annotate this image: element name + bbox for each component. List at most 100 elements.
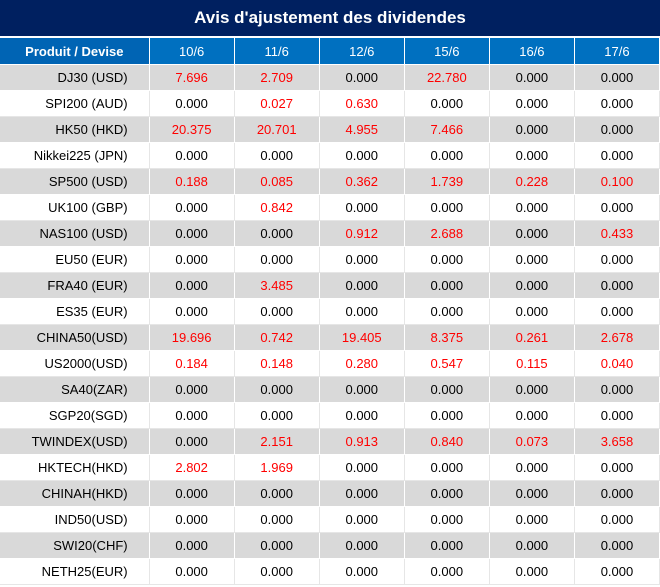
dividend-value-cell: 0.000 bbox=[234, 506, 320, 533]
table-row: NETH25(EUR) 0.000 0.000 0.000 0.000 0.000 0.00… bbox=[0, 558, 660, 585]
dividend-value-cell: 0.000 bbox=[574, 64, 660, 91]
product-label: Nikkei225 (JPN) bbox=[0, 142, 150, 169]
dividend-value-cell: 0.842 bbox=[234, 194, 320, 221]
product-label: CHINAH(HKD) bbox=[0, 480, 150, 507]
dividend-value-cell: 0.000 bbox=[404, 194, 490, 221]
dividend-value-cell: 0.000 bbox=[574, 532, 660, 559]
dividend-value-cell: 0.000 bbox=[489, 220, 575, 247]
dividend-value-cell: 0.000 bbox=[149, 194, 235, 221]
column-header-date: 16/6 bbox=[489, 38, 575, 65]
dividend-value-cell: 0.000 bbox=[574, 194, 660, 221]
dividend-value-cell: 0.840 bbox=[404, 428, 490, 455]
product-label: NETH25(EUR) bbox=[0, 558, 150, 585]
dividend-value-cell: 0.000 bbox=[319, 558, 405, 585]
dividend-value-cell: 0.000 bbox=[489, 246, 575, 273]
dividend-value-cell: 0.027 bbox=[234, 90, 320, 117]
dividend-value-cell: 0.630 bbox=[319, 90, 405, 117]
product-label: HK50 (HKD) bbox=[0, 116, 150, 143]
dividend-value-cell: 2.709 bbox=[234, 64, 320, 91]
dividend-value-cell: 0.000 bbox=[489, 64, 575, 91]
dividend-value-cell: 2.802 bbox=[149, 454, 235, 481]
dividend-value-cell: 0.913 bbox=[319, 428, 405, 455]
table-row: IND50(USD) 0.000 0.000 0.000 0.000 0.000 0.000 bbox=[0, 506, 660, 533]
product-label: DJ30 (USD) bbox=[0, 64, 150, 91]
dividend-value-cell: 0.000 bbox=[404, 480, 490, 507]
table-row: HKTECH(HKD) 2.802 1.969 0.000 0.000 0.000 0.00… bbox=[0, 454, 660, 481]
dividend-value-cell: 0.912 bbox=[319, 220, 405, 247]
dividend-value-cell: 0.115 bbox=[489, 350, 575, 377]
dividend-value-cell: 0.433 bbox=[574, 220, 660, 247]
product-label: SGP20(SGD) bbox=[0, 402, 150, 429]
table-row: SA40(ZAR) 0.000 0.000 0.000 0.000 0.000 0.000 bbox=[0, 376, 660, 403]
dividend-value-cell: 0.000 bbox=[489, 298, 575, 325]
table-row: CHINA50(USD) 19.696 0.742 19.405 8.375 0.261 2… bbox=[0, 324, 660, 351]
dividend-value-cell: 0.000 bbox=[319, 480, 405, 507]
dividend-value-cell: 0.000 bbox=[574, 454, 660, 481]
column-header-product: Produit / Devise bbox=[0, 38, 150, 65]
dividend-value-cell: 0.280 bbox=[319, 350, 405, 377]
dividend-value-cell: 0.000 bbox=[574, 506, 660, 533]
product-label: SA40(ZAR) bbox=[0, 376, 150, 403]
dividend-value-cell: 0.000 bbox=[404, 532, 490, 559]
dividend-value-cell: 0.000 bbox=[319, 298, 405, 325]
table-row: HK50 (HKD) 20.375 20.701 4.955 7.466 0.000 0.0… bbox=[0, 116, 660, 143]
dividend-value-cell: 0.000 bbox=[489, 272, 575, 299]
dividend-value-cell: 0.000 bbox=[489, 142, 575, 169]
dividend-value-cell: 0.040 bbox=[574, 350, 660, 377]
dividend-value-cell: 3.485 bbox=[234, 272, 320, 299]
dividend-value-cell: 0.000 bbox=[149, 272, 235, 299]
product-label: NAS100 (USD) bbox=[0, 220, 150, 247]
table-row: US2000(USD) 0.184 0.148 0.280 0.547 0.115 0.04… bbox=[0, 350, 660, 377]
dividend-value-cell: 0.000 bbox=[489, 376, 575, 403]
dividend-value-cell: 0.000 bbox=[404, 298, 490, 325]
dividend-value-cell: 0.000 bbox=[234, 298, 320, 325]
table-row: SWI20(CHF) 0.000 0.000 0.000 0.000 0.000 0.000 bbox=[0, 532, 660, 559]
dividend-value-cell: 0.000 bbox=[489, 532, 575, 559]
dividend-value-cell: 0.000 bbox=[234, 142, 320, 169]
column-header-date: 17/6 bbox=[574, 38, 660, 65]
dividend-value-cell: 7.466 bbox=[404, 116, 490, 143]
table-row: NAS100 (USD) 0.000 0.000 0.912 2.688 0.000 0.4… bbox=[0, 220, 660, 247]
dividend-value-cell: 0.000 bbox=[489, 506, 575, 533]
dividend-value-cell: 0.000 bbox=[234, 376, 320, 403]
dividend-value-cell: 0.000 bbox=[489, 558, 575, 585]
product-label: SWI20(CHF) bbox=[0, 532, 150, 559]
product-label: FRA40 (EUR) bbox=[0, 272, 150, 299]
dividend-value-cell: 0.148 bbox=[234, 350, 320, 377]
table-row: CHINAH(HKD) 0.000 0.000 0.000 0.000 0.000 0.00… bbox=[0, 480, 660, 507]
dividend-value-cell: 0.362 bbox=[319, 168, 405, 195]
dividend-value-cell: 0.000 bbox=[319, 376, 405, 403]
dividend-value-cell: 1.739 bbox=[404, 168, 490, 195]
product-label: UK100 (GBP) bbox=[0, 194, 150, 221]
dividend-value-cell: 0.000 bbox=[234, 246, 320, 273]
product-label: SP500 (USD) bbox=[0, 168, 150, 195]
dividend-value-cell: 0.100 bbox=[574, 168, 660, 195]
dividend-value-cell: 2.678 bbox=[574, 324, 660, 351]
table-row: SP500 (USD) 0.188 0.085 0.362 1.739 0.228 0.10… bbox=[0, 168, 660, 195]
dividend-value-cell: 0.000 bbox=[574, 480, 660, 507]
dividend-value-cell: 0.000 bbox=[319, 194, 405, 221]
dividend-value-cell: 8.375 bbox=[404, 324, 490, 351]
dividend-value-cell: 0.000 bbox=[489, 402, 575, 429]
table-row: TWINDEX(USD) 0.000 2.151 0.913 0.840 0.073 3.6… bbox=[0, 428, 660, 455]
dividend-value-cell: 0.000 bbox=[574, 90, 660, 117]
dividend-value-cell: 0.000 bbox=[149, 246, 235, 273]
column-header-date: 10/6 bbox=[149, 38, 235, 65]
dividend-table: Produit / Devise 10/6 11/6 12/6 15/6 16/… bbox=[0, 38, 660, 585]
table-row: EU50 (EUR) 0.000 0.000 0.000 0.000 0.000 0.000 bbox=[0, 246, 660, 273]
dividend-value-cell: 0.000 bbox=[489, 480, 575, 507]
dividend-value-cell: 0.228 bbox=[489, 168, 575, 195]
dividend-value-cell: 0.000 bbox=[489, 454, 575, 481]
page-title: Avis d'ajustement des dividendes bbox=[0, 0, 660, 38]
dividend-value-cell: 0.000 bbox=[404, 558, 490, 585]
product-label: EU50 (EUR) bbox=[0, 246, 150, 273]
dividend-value-cell: 0.073 bbox=[489, 428, 575, 455]
dividend-value-cell: 0.000 bbox=[404, 454, 490, 481]
dividend-value-cell: 0.000 bbox=[319, 272, 405, 299]
table-row: FRA40 (EUR) 0.000 3.485 0.000 0.000 0.000 0.00… bbox=[0, 272, 660, 299]
dividend-value-cell: 0.000 bbox=[319, 402, 405, 429]
table-row: DJ30 (USD) 7.696 2.709 0.000 22.780 0.000 0.00… bbox=[0, 64, 660, 91]
product-label: CHINA50(USD) bbox=[0, 324, 150, 351]
dividend-value-cell: 0.000 bbox=[404, 90, 490, 117]
